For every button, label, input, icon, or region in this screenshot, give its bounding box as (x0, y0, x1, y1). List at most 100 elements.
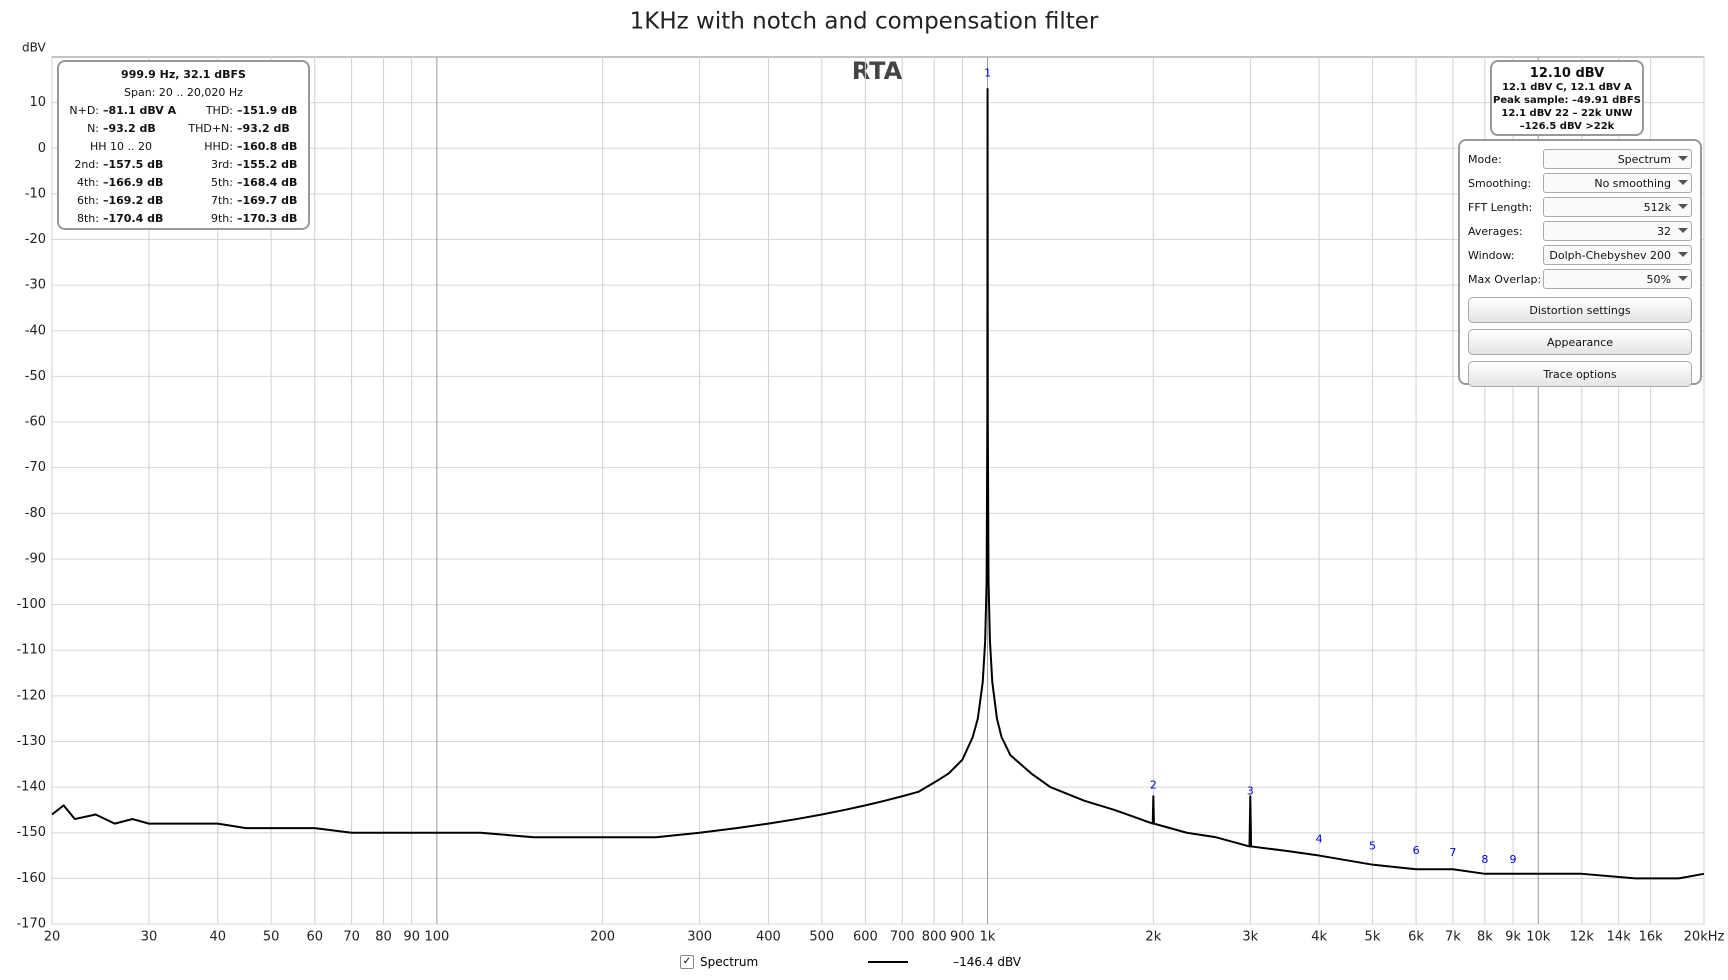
x-tick-label: 500 (809, 930, 834, 945)
harmonic-marker: 8 (1481, 853, 1488, 866)
x-tick-label: 80 (375, 930, 392, 945)
control-row: Window: Dolph-Chebyshev 200 (1468, 243, 1692, 267)
level-value: 12.10 dBV (1529, 66, 1605, 81)
x-tick-label: 600 (853, 930, 878, 945)
x-tick-label: 20 (44, 930, 61, 945)
level-lines: 12.1 dBV C, 12.1 dBV A Peak sample: –49.9… (1492, 81, 1642, 133)
legend-checkbox[interactable]: ✓ (680, 955, 694, 969)
y-tick-label: -100 (16, 597, 46, 612)
legend-readout: –146.4 dBV (953, 955, 1022, 969)
x-tick-label: 16k (1639, 930, 1664, 945)
y-tick-label: -120 (16, 688, 46, 703)
level-line: Peak sample: –49.91 dBFS (1493, 95, 1641, 106)
y-tick-label: -140 (16, 780, 46, 795)
series-line (51, 87, 1705, 880)
chart-title: 1KHz with notch and compensation filter (630, 9, 1099, 35)
info-label: 8th: (77, 212, 99, 225)
y-tick-label: -170 (16, 917, 46, 932)
dropdown[interactable]: Dolph-Chebyshev 200 (1543, 245, 1692, 265)
dropdown[interactable]: No smoothing (1543, 173, 1692, 193)
legend-swatch (868, 961, 909, 963)
info-label: THD: (205, 104, 233, 117)
level-line: –126.5 dBV >22k (1519, 121, 1615, 132)
y-tick-label: -80 (25, 506, 46, 521)
harmonic-marker: 1 (984, 66, 991, 79)
x-tick-label: 3k (1242, 930, 1258, 945)
y-axis-label: dBV (22, 41, 46, 55)
x-tick-label: 8k (1477, 930, 1493, 945)
control-row: Averages: 32 (1468, 219, 1692, 243)
info-label: HH 10 .. 20 (89, 140, 153, 153)
dropdown[interactable]: 50% (1543, 269, 1692, 289)
info-value: –170.4 dB (103, 212, 164, 225)
info-value: –157.5 dB (103, 158, 164, 171)
info-value: –151.9 dB (237, 104, 298, 117)
control-label: FFT Length: (1468, 200, 1533, 214)
x-tick-label: 20kHz (1684, 930, 1725, 945)
harmonic-marker: 6 (1413, 844, 1420, 857)
info-label: N: (87, 122, 99, 135)
harmonic-marker: 7 (1449, 846, 1456, 859)
overlay-label: RTA (852, 57, 903, 85)
x-tick-label: 100 (424, 930, 449, 945)
button[interactable]: Appearance (1468, 329, 1692, 355)
y-tick-label: -150 (16, 825, 46, 840)
info-grid: N+D: –81.1 dBV A THD: –151.9 dB N: –93.2 dB TH… (65, 102, 302, 228)
x-tick-label: 4k (1311, 930, 1327, 945)
info-label: THD+N: (188, 122, 233, 135)
info-label: 2nd: (74, 158, 99, 171)
y-tick-label: -130 (16, 734, 46, 749)
dropdown[interactable]: 32 (1543, 221, 1692, 241)
y-tick-label: -50 (25, 369, 46, 384)
info-label: N+D: (69, 104, 99, 117)
x-tick-label: 7k (1445, 930, 1461, 945)
info-value: –93.2 dB (103, 122, 156, 135)
control-row: Mode: Spectrum (1468, 147, 1692, 171)
info-panel: 999.9 Hz, 32.1 dBFS Span: 20 .. 20,020 H… (57, 60, 310, 230)
y-tick-label: -20 (25, 232, 46, 247)
info-label: 4th: (77, 176, 99, 189)
y-tick-label: 10 (29, 95, 46, 110)
button[interactable]: Trace options (1468, 361, 1692, 387)
y-tick-label: -30 (25, 278, 46, 293)
x-tick-label: 2k (1145, 930, 1161, 945)
info-label: 3rd: (210, 158, 233, 171)
level-line: 12.1 dBV C, 12.1 dBV A (1502, 82, 1632, 93)
control-label: Window: (1468, 248, 1515, 262)
y-tick-label: 0 (38, 141, 46, 156)
control-label: Max Overlap: (1468, 272, 1542, 286)
control-row: FFT Length: 512k (1468, 195, 1692, 219)
x-tick-label: 9k (1505, 930, 1521, 945)
dropdown[interactable]: 512k (1543, 197, 1692, 217)
info-label: 7th: (211, 194, 233, 207)
plot-area (51, 56, 1705, 925)
x-tick-label: 30 (141, 930, 158, 945)
legend-label: Spectrum (700, 955, 759, 969)
y-tick-label: -90 (25, 551, 46, 566)
info-label: HHD: (204, 140, 233, 153)
y-tick-label: -70 (25, 460, 46, 475)
x-tick-label: 6k (1408, 930, 1424, 945)
dropdown[interactable]: Spectrum (1543, 149, 1692, 169)
info-value: –155.2 dB (237, 158, 298, 171)
x-tick-label: 60 (306, 930, 323, 945)
x-tick-label: 14k (1607, 930, 1632, 945)
x-tick-label: 800 (922, 930, 947, 945)
info-value: –160.8 dB (237, 140, 298, 153)
controls-panel: Mode: Spectrum Smoothing: No smoothing FFT L… (1458, 139, 1702, 387)
harmonic-marker: 9 (1510, 853, 1517, 866)
info-label: 9th: (211, 212, 233, 225)
x-tick-label: 900 (950, 930, 975, 945)
info-value: –169.2 dB (103, 194, 164, 207)
x-tick-label: 400 (756, 930, 781, 945)
info-value: –81.1 dBV A (103, 104, 177, 117)
level-panel: 12.10 dBV 12.1 dBV C, 12.1 dBV A Peak sam… (1490, 60, 1644, 136)
x-tick-label: 700 (890, 930, 915, 945)
info-value: –93.2 dB (237, 122, 290, 135)
info-label: 6th: (77, 194, 99, 207)
x-tick-label: 5k (1365, 930, 1381, 945)
button[interactable]: Distortion settings (1468, 297, 1692, 323)
harmonic-marker: 5 (1369, 839, 1376, 852)
level-line: 12.1 dBV 22 – 22k UNW (1501, 108, 1633, 119)
